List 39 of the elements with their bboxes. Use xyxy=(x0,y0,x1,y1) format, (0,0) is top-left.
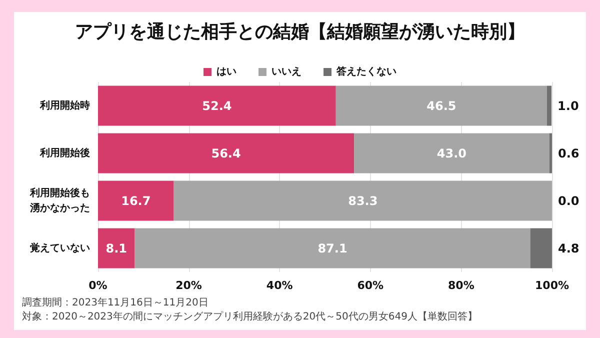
x-tick-label: 80% xyxy=(448,279,474,292)
bar xyxy=(336,86,548,126)
data-label: 43.0 xyxy=(436,146,466,160)
data-label: 56.4 xyxy=(211,146,241,160)
x-tick-label: 60% xyxy=(357,279,384,292)
data-label: 83.3 xyxy=(348,194,378,208)
bar xyxy=(547,86,552,126)
bar xyxy=(354,133,550,174)
legend-label: いいえ xyxy=(272,66,302,78)
x-tick-label: 100% xyxy=(535,279,569,292)
data-label: 52.4 xyxy=(202,98,232,113)
data-label: 0.6 xyxy=(558,146,580,160)
y-tick-label: 利用開始後 xyxy=(39,146,90,159)
data-label: 1.0 xyxy=(558,98,579,113)
bar xyxy=(174,180,552,221)
y-tick-label: 覚えていない xyxy=(30,242,90,254)
y-tick-label: 利用開始後も湧かなかった xyxy=(29,186,90,214)
bar xyxy=(98,228,135,268)
data-label: 0.0 xyxy=(558,194,580,208)
data-label: 4.8 xyxy=(558,241,580,256)
text: 調査期間：2023年11月16日～11月20日 xyxy=(22,296,208,308)
bar xyxy=(530,228,552,268)
y-tick-label: 利用開始時 xyxy=(39,99,90,112)
x-tick-label: 20% xyxy=(176,279,202,292)
legend-label: 答えたくない xyxy=(336,66,396,78)
bar xyxy=(98,133,354,174)
x-tick-label: 40% xyxy=(266,279,293,292)
data-label: 87.1 xyxy=(318,241,348,256)
bar xyxy=(98,180,174,221)
bar xyxy=(98,86,336,126)
data-label: 8.1 xyxy=(106,241,128,256)
legend-label: はい xyxy=(216,66,236,78)
bar xyxy=(134,228,530,268)
text: 対象：2020～2023年の間にマッチングアプリ利用経験がある20代～50代の男女649人【単数回答】 xyxy=(22,310,478,322)
data-label: 46.5 xyxy=(426,98,456,113)
bar xyxy=(549,133,552,174)
data-label: 16.7 xyxy=(121,194,151,208)
x-tick-label: 0% xyxy=(88,279,108,292)
chart-title: アプリを通じた相手との結婚【結婚願望が湧いた時別】 xyxy=(75,22,525,42)
